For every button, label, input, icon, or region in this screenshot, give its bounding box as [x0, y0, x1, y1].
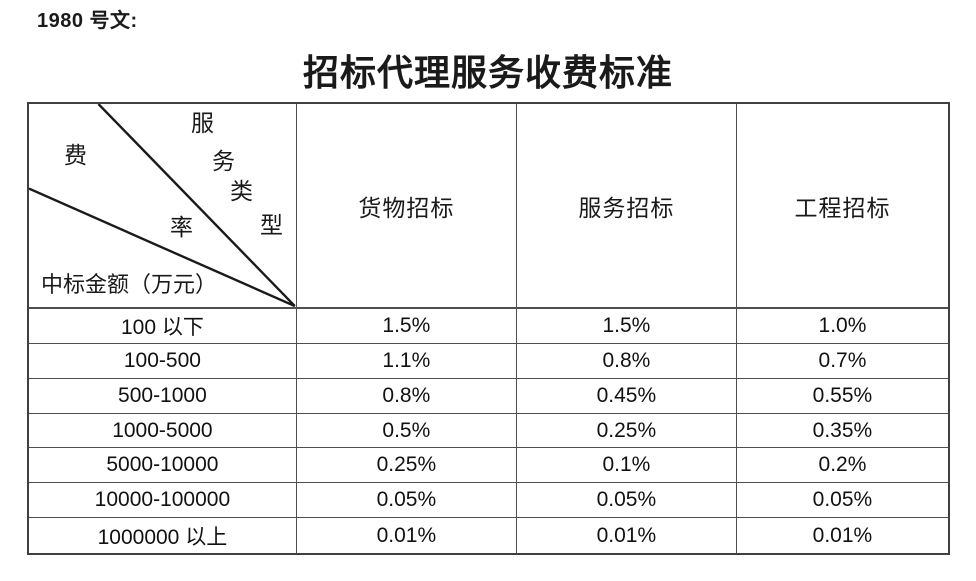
row-range: 500-1000	[29, 378, 297, 414]
corner-header-cell: 费 率 服 务 类 型 中标金额（万元）	[29, 104, 297, 310]
page-title: 招标代理服务收费标准	[302, 53, 673, 93]
row-range: 5000-10000	[29, 448, 297, 484]
row-range: 100 以下	[29, 309, 297, 344]
fee-value: 0.8%	[296, 378, 517, 414]
corner-service-type-char: 类	[230, 179, 253, 204]
column-header-service: 服务招标	[516, 104, 737, 310]
fee-value: 1.5%	[516, 309, 737, 344]
corner-amount-label: 中标金额（万元）	[41, 272, 218, 297]
corner-fee-char: 费	[64, 143, 87, 168]
column-header-goods: 货物招标	[296, 104, 517, 310]
fee-value: 0.01%	[812, 523, 873, 547]
fee-value: 0.35%	[736, 414, 948, 449]
fee-value: 1.5%	[296, 309, 517, 344]
fee-value: 0.05%	[296, 483, 517, 519]
fee-value: 1.1%	[296, 343, 517, 379]
column-header-engineering: 工程招标	[736, 104, 948, 310]
fee-value: 0.25%	[296, 448, 517, 484]
fee-value: 0.5%	[296, 413, 517, 449]
fee-value: 0.7%	[736, 344, 948, 379]
corner-rate-char: 率	[170, 215, 193, 240]
fee-value: 0.01%	[297, 518, 517, 553]
corner-service-type-char: 型	[260, 213, 283, 238]
fee-value: 0.05%	[736, 483, 948, 519]
row-range: 1000000 以上	[29, 518, 297, 553]
fee-value: 0.05%	[516, 483, 737, 519]
corner-service-type-char: 务	[212, 149, 235, 174]
row-range: 10000-100000	[29, 483, 297, 519]
fee-value: 0.01%	[517, 518, 737, 553]
diagonal-divider-lines	[29, 104, 296, 308]
fee-value: 0.2%	[736, 448, 948, 484]
fee-value: 0.8%	[516, 343, 737, 379]
fee-value: 0.25%	[516, 413, 737, 449]
fee-standard-table: 费 率 服 务 类 型 中标金额（万元） 货物招标 服务招标 工程招标 100 …	[27, 102, 950, 555]
fee-value: 0.55%	[736, 379, 948, 414]
doc-number-label: 1980 号文:	[37, 10, 138, 32]
corner-service-type-char: 服	[191, 111, 214, 136]
fee-value: 0.1%	[516, 448, 737, 484]
fee-value: 0.45%	[516, 378, 737, 414]
row-range: 100-500	[29, 343, 297, 379]
fee-value: 1.0%	[736, 309, 948, 344]
row-range: 1000-5000	[29, 413, 297, 449]
